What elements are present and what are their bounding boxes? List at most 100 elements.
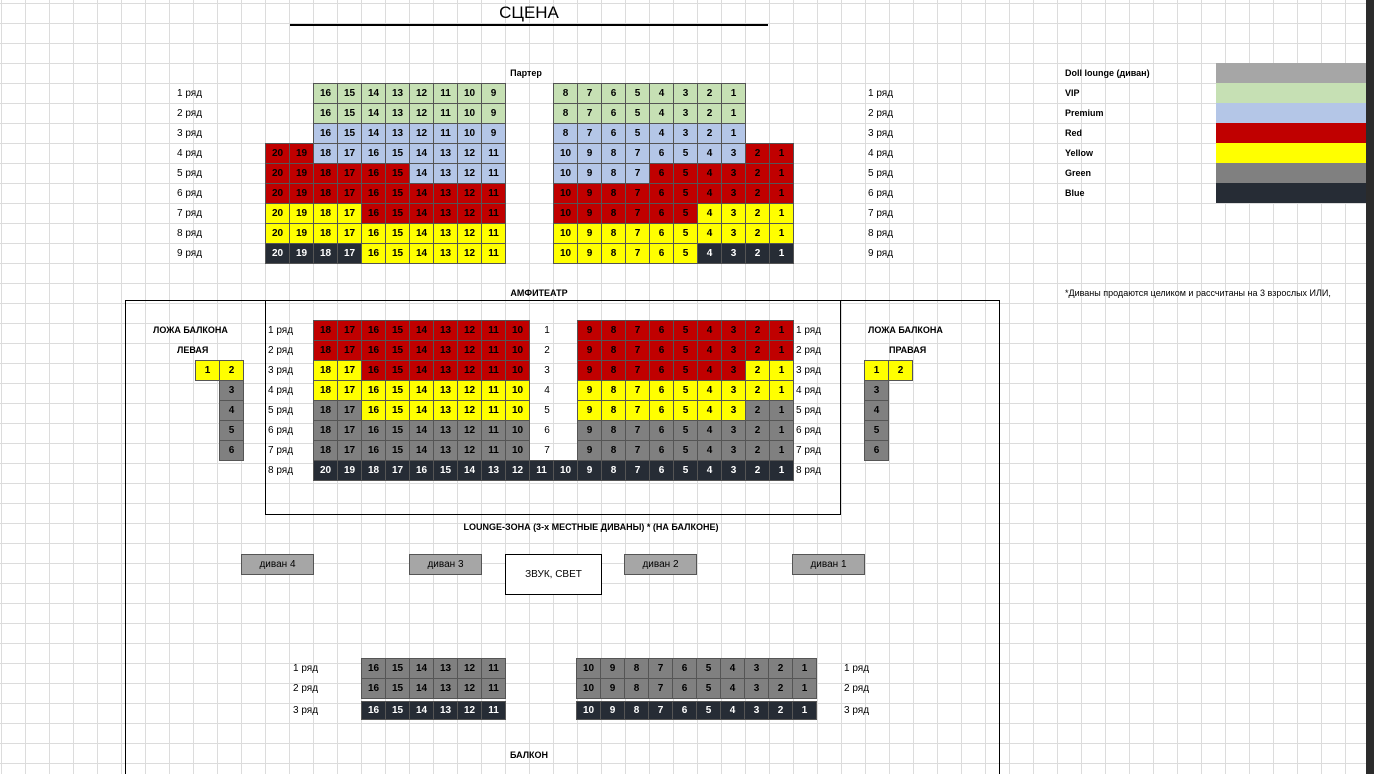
seat: 3 [721, 360, 746, 381]
legend-swatch [1216, 163, 1366, 183]
seat: 13 [433, 340, 458, 361]
seat: 16 [313, 123, 338, 144]
seat: 13 [433, 203, 458, 224]
seat: 2 [219, 360, 244, 381]
row-number: 6 [544, 424, 550, 436]
seat: 15 [385, 380, 410, 401]
seat: 3 [721, 420, 746, 441]
seat: 8 [601, 400, 626, 421]
amphitheatre-frame [265, 300, 841, 515]
seat: 6 [649, 420, 674, 441]
seat: 15 [433, 460, 458, 481]
seat: 17 [337, 340, 362, 361]
seat: 5 [673, 460, 698, 481]
seat: 12 [457, 163, 482, 184]
seat: 13 [385, 103, 410, 124]
seat: 1 [769, 320, 794, 341]
row-label: 4 ряд [868, 147, 894, 159]
seat: 10 [457, 83, 482, 104]
seat: 10 [553, 183, 578, 204]
row-label: 9 ряд [868, 247, 894, 259]
seat: 10 [457, 103, 482, 124]
seat: 20 [265, 143, 290, 164]
row-label: 6 ряд [796, 424, 822, 436]
seat: 4 [864, 400, 889, 421]
seat: 1 [864, 360, 889, 381]
seat: 13 [433, 360, 458, 381]
seat: 3 [721, 223, 746, 244]
seat: 8 [601, 203, 626, 224]
seat: 3 [721, 203, 746, 224]
seat: 11 [433, 103, 458, 124]
seat: 16 [313, 83, 338, 104]
seat: 10 [505, 420, 530, 441]
seat: 2 [745, 340, 770, 361]
seat: 2 [768, 701, 793, 720]
legend-label: Blue [1065, 188, 1085, 198]
row-label: 7 ряд [268, 444, 294, 456]
seat: 2 [745, 143, 770, 164]
seat: 5 [625, 123, 650, 144]
seat: 7 [577, 103, 602, 124]
seat: 6 [649, 440, 674, 461]
seat: 11 [481, 243, 506, 264]
seat: 15 [385, 340, 410, 361]
seat: 2 [745, 440, 770, 461]
seat: 14 [409, 380, 434, 401]
seat: 2 [888, 360, 913, 381]
seat: 20 [265, 163, 290, 184]
seat: 20 [265, 203, 290, 224]
seat: 11 [433, 123, 458, 144]
seat: 10 [457, 123, 482, 144]
footnote: *Диваны продаются целиком и рассчитаны н… [1065, 288, 1331, 298]
seat: 6 [672, 658, 697, 679]
seat: 5 [673, 320, 698, 341]
seat: 10 [553, 243, 578, 264]
seat: 7 [625, 223, 650, 244]
seat: 8 [601, 420, 626, 441]
seat: 16 [361, 380, 386, 401]
legend-label: Doll lounge (диван) [1065, 68, 1150, 78]
seat: 5 [673, 223, 698, 244]
seat: 5 [673, 340, 698, 361]
row-label: 8 ряд [177, 227, 203, 239]
row-label: 3 ряд [844, 704, 870, 716]
seat: 6 [219, 440, 244, 461]
seat: 14 [409, 143, 434, 164]
seat: 2 [745, 223, 770, 244]
seat: 6 [649, 400, 674, 421]
seat: 16 [361, 320, 386, 341]
seat: 17 [337, 420, 362, 441]
seat: 14 [361, 123, 386, 144]
seat: 12 [457, 340, 482, 361]
seat: 17 [337, 163, 362, 184]
seat: 7 [625, 183, 650, 204]
seat: 15 [337, 103, 362, 124]
seat: 14 [409, 320, 434, 341]
row-number: 1 [544, 324, 550, 336]
seat: 4 [697, 360, 722, 381]
row-label: 2 ряд [844, 682, 870, 694]
seat: 4 [697, 203, 722, 224]
seat: 17 [337, 360, 362, 381]
seat: 6 [672, 701, 697, 720]
row-label: 6 ряд [868, 187, 894, 199]
legend-swatch [1216, 63, 1366, 83]
seat: 12 [457, 400, 482, 421]
seat: 6 [649, 203, 674, 224]
seat: 12 [409, 83, 434, 104]
seat: 8 [601, 320, 626, 341]
seat: 12 [457, 420, 482, 441]
seat: 4 [649, 123, 674, 144]
seat: 6 [649, 380, 674, 401]
seat: 14 [361, 103, 386, 124]
seat: 9 [577, 400, 602, 421]
row-label: 7 ряд [868, 207, 894, 219]
seat: 5 [673, 143, 698, 164]
seat: 11 [481, 143, 506, 164]
seat: 9 [577, 340, 602, 361]
seat: 17 [385, 460, 410, 481]
row-label: 7 ряд [796, 444, 822, 456]
seat: 10 [553, 163, 578, 184]
seat: 2 [697, 83, 722, 104]
